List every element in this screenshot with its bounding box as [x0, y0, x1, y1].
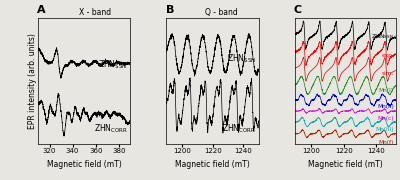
- X-axis label: Magnetic field (mT): Magnetic field (mT): [47, 160, 122, 169]
- Text: B: B: [166, 5, 174, 15]
- Text: ZHN$_\mathregular{CORR}$: ZHN$_\mathregular{CORR}$: [94, 123, 128, 135]
- Text: Mn(I): Mn(I): [379, 88, 394, 93]
- Text: A: A: [37, 5, 46, 15]
- Text: ZHN$_\mathregular{SSN}$: ZHN$_\mathregular{SSN}$: [98, 58, 128, 71]
- Text: exp.: exp.: [381, 53, 394, 58]
- Text: ZHN$_\mathregular{SSN}$: ZHN$_\mathregular{SSN}$: [227, 52, 256, 65]
- Y-axis label: EPR intensity (arb. units): EPR intensity (arb. units): [28, 33, 37, 129]
- Text: C: C: [294, 5, 302, 15]
- Text: Q - band: Q - band: [206, 8, 238, 17]
- Text: Mn(II): Mn(II): [377, 104, 394, 109]
- Text: Mn(f): Mn(f): [378, 140, 394, 145]
- Text: X - band: X - band: [79, 8, 111, 17]
- Text: ZHN$_\mathregular{CORR}$: ZHN$_\mathregular{CORR}$: [222, 123, 256, 135]
- Text: Mn(c): Mn(c): [377, 116, 394, 121]
- Text: sim.: sim.: [382, 71, 394, 76]
- X-axis label: Magnetic field (mT): Magnetic field (mT): [308, 160, 383, 169]
- X-axis label: Magnetic field (mT): Magnetic field (mT): [175, 160, 250, 169]
- Text: ZHN$_\mathregular{SSN}$: ZHN$_\mathregular{SSN}$: [371, 32, 394, 41]
- Text: Mn(III): Mn(III): [375, 127, 394, 132]
